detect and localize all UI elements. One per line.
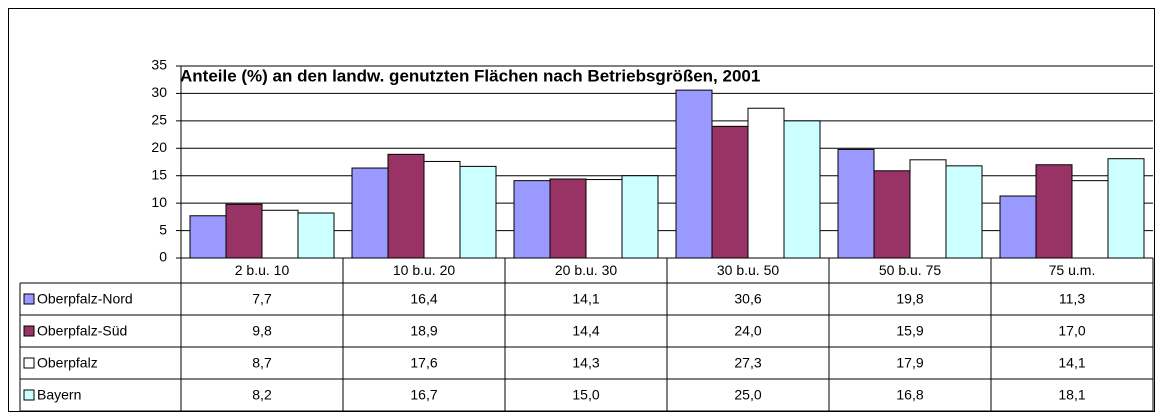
x-tick-label: 75 u.m. (1049, 262, 1096, 278)
data-label: 8,7 (252, 355, 272, 371)
bar (711, 125, 749, 259)
bar (621, 175, 659, 259)
x-tick-label: 50 b.u. 75 (879, 262, 941, 278)
x-tick-label: 30 b.u. 50 (717, 262, 779, 278)
legend-swatch (23, 293, 35, 305)
bar (351, 167, 389, 259)
data-label: 24,0 (734, 323, 761, 339)
y-tick-label: 0 (159, 249, 167, 265)
y-tick-label: 35 (151, 57, 167, 73)
x-tick-label: 10 b.u. 20 (393, 262, 455, 278)
y-tick-label: 5 (159, 221, 167, 237)
data-label: 18,1 (1058, 387, 1085, 403)
data-label: 8,2 (252, 387, 272, 403)
bar (1071, 180, 1109, 259)
bar (837, 148, 875, 259)
y-tick-label: 15 (151, 166, 167, 182)
bar (909, 159, 947, 259)
data-label: 15,9 (896, 323, 923, 339)
bar (549, 178, 587, 259)
bar (945, 165, 983, 259)
data-label: 25,0 (734, 387, 761, 403)
data-label: 16,4 (410, 291, 437, 307)
bar (261, 209, 299, 259)
bar (783, 120, 821, 259)
bar (1035, 164, 1073, 259)
data-label: 30,6 (734, 291, 761, 307)
bar (189, 215, 227, 259)
bar (585, 179, 623, 259)
bar (423, 160, 461, 259)
y-tick-label: 25 (151, 112, 167, 128)
y-tick-label: 20 (151, 139, 167, 155)
data-label: 14,1 (572, 291, 599, 307)
data-label: 9,8 (252, 323, 272, 339)
legend-swatch (23, 325, 35, 337)
bar (747, 107, 785, 259)
y-tick-label: 10 (151, 194, 167, 210)
x-tick-label: 20 b.u. 30 (555, 262, 617, 278)
data-label: 16,8 (896, 387, 923, 403)
bar (387, 153, 425, 259)
bar (675, 89, 713, 259)
legend-swatch (23, 357, 35, 369)
data-label: 14,4 (572, 323, 599, 339)
bar (1107, 158, 1145, 259)
data-label: 15,0 (572, 387, 599, 403)
bar (225, 203, 263, 259)
legend-label: Oberpfalz (37, 355, 98, 371)
legend-swatch (23, 389, 35, 401)
bar (513, 180, 551, 259)
bar (999, 195, 1037, 259)
y-tick-label: 30 (151, 84, 167, 100)
x-tick-label: 2 b.u. 10 (235, 262, 290, 278)
bar (297, 212, 335, 259)
data-label: 14,1 (1058, 355, 1085, 371)
legend-label: Oberpfalz-Süd (37, 323, 127, 339)
data-label: 27,3 (734, 355, 761, 371)
data-label: 17,9 (896, 355, 923, 371)
bar (459, 165, 497, 259)
data-label: 14,3 (572, 355, 599, 371)
data-label: 7,7 (252, 291, 272, 307)
chart-title: Anteile (%) an den landw. genutzten Fläc… (180, 66, 760, 85)
data-label: 17,0 (1058, 323, 1085, 339)
data-label: 19,8 (896, 291, 923, 307)
legend-label: Oberpfalz-Nord (37, 291, 133, 307)
data-label: 11,3 (1059, 291, 1085, 307)
legend-label: Bayern (37, 387, 81, 403)
data-label: 16,7 (410, 387, 437, 403)
data-label: 17,6 (410, 355, 437, 371)
data-label: 18,9 (410, 323, 437, 339)
bar (873, 170, 911, 259)
